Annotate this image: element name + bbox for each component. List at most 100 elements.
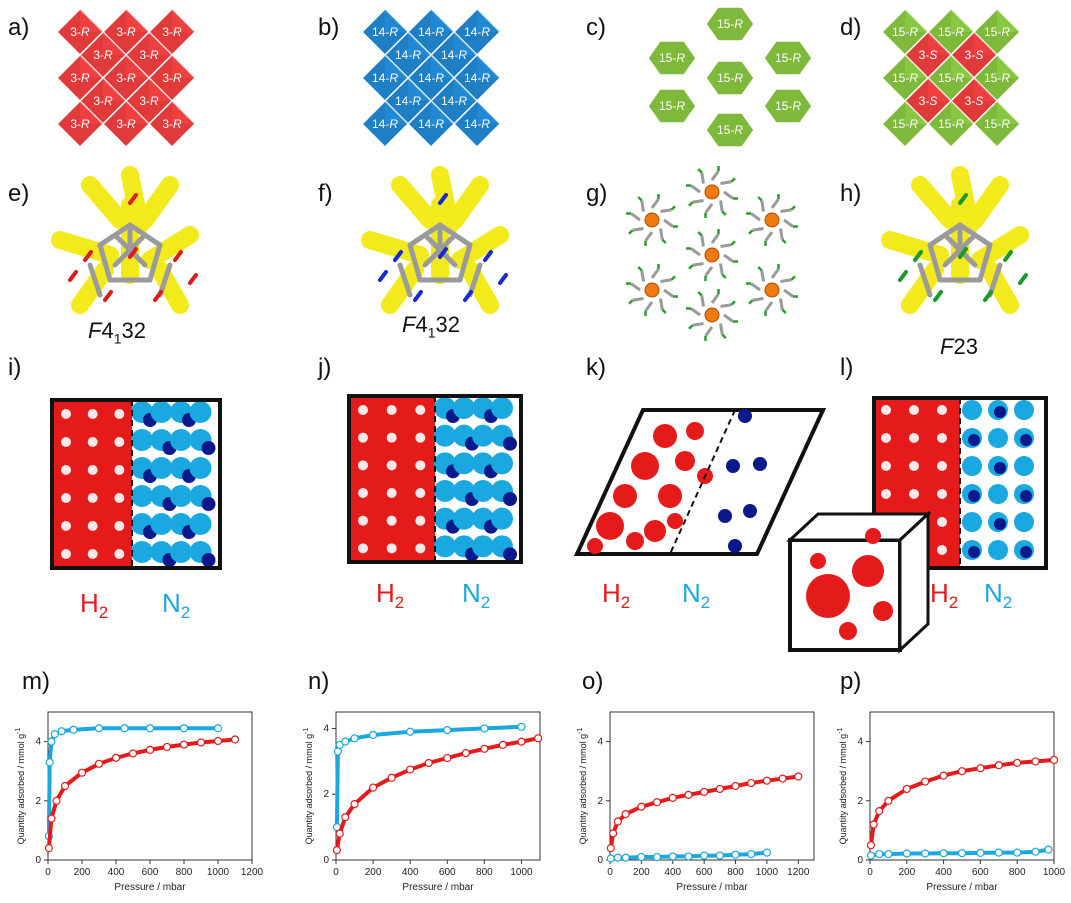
- y-tick-label-0: 0: [323, 855, 329, 866]
- bond-8: [87, 262, 103, 298]
- data-point: [94, 759, 104, 768]
- hex-0: [705, 6, 755, 42]
- tile-label-2: 15-R: [984, 25, 1010, 39]
- series-0: [866, 845, 1053, 860]
- tile-label-10: 3-R: [70, 117, 90, 131]
- label-h: h): [840, 180, 862, 207]
- linker-rod-4: [981, 261, 1019, 314]
- data-point: [517, 737, 526, 746]
- tile-label-5: 3-R: [70, 71, 90, 85]
- data-point: [333, 747, 342, 756]
- data-point: [621, 810, 630, 819]
- cage-2: [745, 193, 799, 247]
- linker-rod-6: [81, 176, 129, 229]
- x-tick-label-1: 200: [74, 867, 91, 878]
- data-point: [406, 765, 415, 774]
- tile-7-highlight: [997, 55, 1020, 78]
- data-point: [443, 725, 452, 735]
- x-tick-label-4: 800: [727, 867, 744, 878]
- data-point: [715, 851, 724, 860]
- n2-label-l: N2: [984, 578, 1013, 613]
- y-tick-label-1: 2: [857, 796, 863, 807]
- data-point: [700, 851, 709, 860]
- data-point: [875, 849, 884, 859]
- data-point: [196, 738, 206, 747]
- cage-4: [625, 263, 679, 317]
- data-point: [866, 841, 876, 850]
- data-point: [994, 848, 1003, 857]
- x-tick-label-2: 400: [108, 867, 125, 878]
- tile-label-12: 3-R: [162, 117, 182, 131]
- tile-12-highlight: [997, 101, 1020, 124]
- space-group-h: F23: [940, 334, 978, 359]
- heteroatom-3: [103, 290, 113, 302]
- hex-label-4: 15-R: [659, 99, 685, 113]
- data-point: [213, 724, 223, 733]
- tile-5-highlight: [80, 55, 103, 78]
- tile-label-1: 3-R: [116, 25, 136, 39]
- y-tick-label-2: 4: [323, 723, 329, 734]
- h2-pores: [358, 405, 426, 554]
- data-point: [1013, 848, 1022, 857]
- data-point: [668, 793, 677, 802]
- data-point: [613, 817, 622, 826]
- tile-grid-d: 15-R 15-R 15-R3-S 3-S15-R 15-R 15-R3-S 3-S15-R…: [880, 7, 1022, 149]
- data-point: [498, 740, 508, 749]
- tile-label-4: 3-R: [139, 48, 159, 62]
- data-point: [50, 730, 59, 739]
- data-point: [230, 735, 240, 744]
- x-tick-label-4: 800: [476, 867, 493, 878]
- data-point: [111, 753, 121, 762]
- series-1: [44, 735, 240, 853]
- hex-label-6: 15-R: [717, 123, 743, 137]
- label-a: a): [8, 14, 30, 41]
- framework-structure-h: [881, 166, 1029, 314]
- bond-2: [927, 242, 943, 283]
- data-point: [762, 848, 772, 857]
- hex-label-0: 15-R: [717, 17, 743, 31]
- heteroatom-1: [83, 250, 93, 262]
- label-g: g): [586, 180, 608, 207]
- x-axis-label: Pressure / mbar: [926, 882, 998, 893]
- data-point: [145, 745, 155, 754]
- x-tick-label-3: 600: [696, 867, 713, 878]
- linker-rod-4: [461, 261, 499, 314]
- tile-10-highlight: [385, 101, 408, 124]
- data-point: [794, 772, 803, 781]
- tile-2-highlight: [997, 9, 1020, 32]
- series-line-0: [334, 724, 522, 828]
- bond-7: [112, 232, 148, 268]
- inset-h2-density: [806, 528, 893, 640]
- x-tick-label-0: 0: [607, 867, 613, 878]
- isotherm-chart-m: 0 200 400 600 800 1000 1200 0 2 4 Pressure / mbar Q…: [15, 711, 264, 893]
- tile-11-highlight: [431, 101, 454, 124]
- tile-label-7: 15-R: [984, 71, 1010, 85]
- data-point: [609, 829, 618, 838]
- tile-label-12: 15-R: [984, 117, 1010, 131]
- y-tick-label-1: 2: [323, 789, 329, 800]
- data-point: [715, 784, 724, 794]
- tile-label-0: 15-R: [892, 25, 918, 39]
- hex-2: [763, 40, 813, 76]
- tile-label-6: 14-R: [418, 71, 444, 85]
- label-l: l): [840, 354, 854, 381]
- label-e: e): [8, 180, 30, 207]
- data-point: [443, 753, 452, 763]
- data-point: [731, 850, 740, 859]
- x-tick-label-2: 400: [402, 867, 419, 878]
- y-tick-label-0: 0: [857, 855, 863, 866]
- heteroatom-7: [498, 273, 508, 285]
- data-point: [368, 730, 378, 740]
- tile-1-highlight: [431, 9, 454, 32]
- y-tick-label-0: 0: [35, 855, 41, 866]
- data-point: [57, 727, 66, 736]
- data-point: [341, 813, 350, 822]
- linker-rod-6: [911, 176, 959, 229]
- data-point: [875, 807, 884, 816]
- data-point: [869, 820, 878, 829]
- data-point: [179, 740, 189, 749]
- inset-side-face: [898, 510, 930, 654]
- x-tick-label-2: 400: [935, 867, 952, 878]
- n2-density-region: [434, 397, 517, 562]
- space-group-e: F4132: [88, 318, 146, 347]
